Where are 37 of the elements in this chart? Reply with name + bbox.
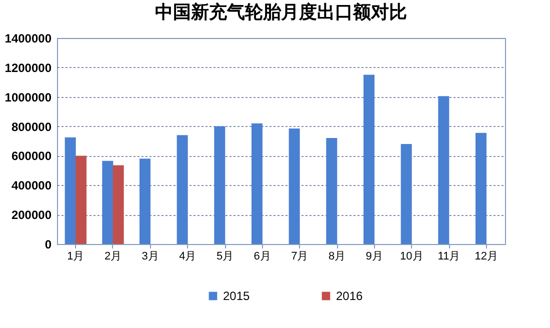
bar [438, 96, 450, 244]
bar [102, 160, 114, 244]
y-tick-label: 400000 [11, 178, 52, 193]
x-tick-label: 11月 [438, 250, 460, 262]
y-tick-label: 1400000 [4, 32, 52, 46]
x-tick-label: 9月 [366, 250, 383, 262]
y-tick-label: 800000 [11, 120, 52, 134]
bar [476, 132, 486, 244]
x-tick-label: 2月 [104, 250, 122, 262]
legend-label: 2016 [336, 289, 364, 303]
x-tick-label: 4月 [179, 250, 196, 262]
bar [288, 128, 300, 244]
x-tick-label: 1月 [67, 250, 84, 262]
bar [326, 138, 338, 244]
x-tick-label: 3月 [142, 250, 159, 262]
y-tick-label: 1000000 [4, 90, 52, 104]
y-tick-label: 600000 [11, 149, 52, 164]
x-tick-label: 5月 [216, 250, 234, 262]
x-tick-label: 8月 [328, 250, 346, 262]
bar [364, 74, 374, 244]
x-tick-label: 7月 [291, 250, 308, 262]
chart-title: 中国新充气轮胎月度出口额对比 [155, 2, 407, 22]
bar [64, 137, 76, 244]
x-tick-label: 10月 [400, 250, 424, 262]
y-tick-label: 1200000 [4, 60, 52, 75]
bar [112, 165, 124, 244]
bar [400, 144, 412, 244]
bar [214, 126, 226, 244]
bar [176, 135, 188, 244]
bar [140, 158, 150, 244]
bar [252, 123, 262, 244]
x-tick-label: 12月 [474, 250, 498, 262]
bar [76, 156, 86, 244]
y-tick-label: 200000 [11, 208, 52, 222]
x-tick-label: 6月 [254, 250, 271, 262]
y-tick-label: 0 [44, 238, 52, 252]
legend-label: 2015 [223, 289, 250, 303]
